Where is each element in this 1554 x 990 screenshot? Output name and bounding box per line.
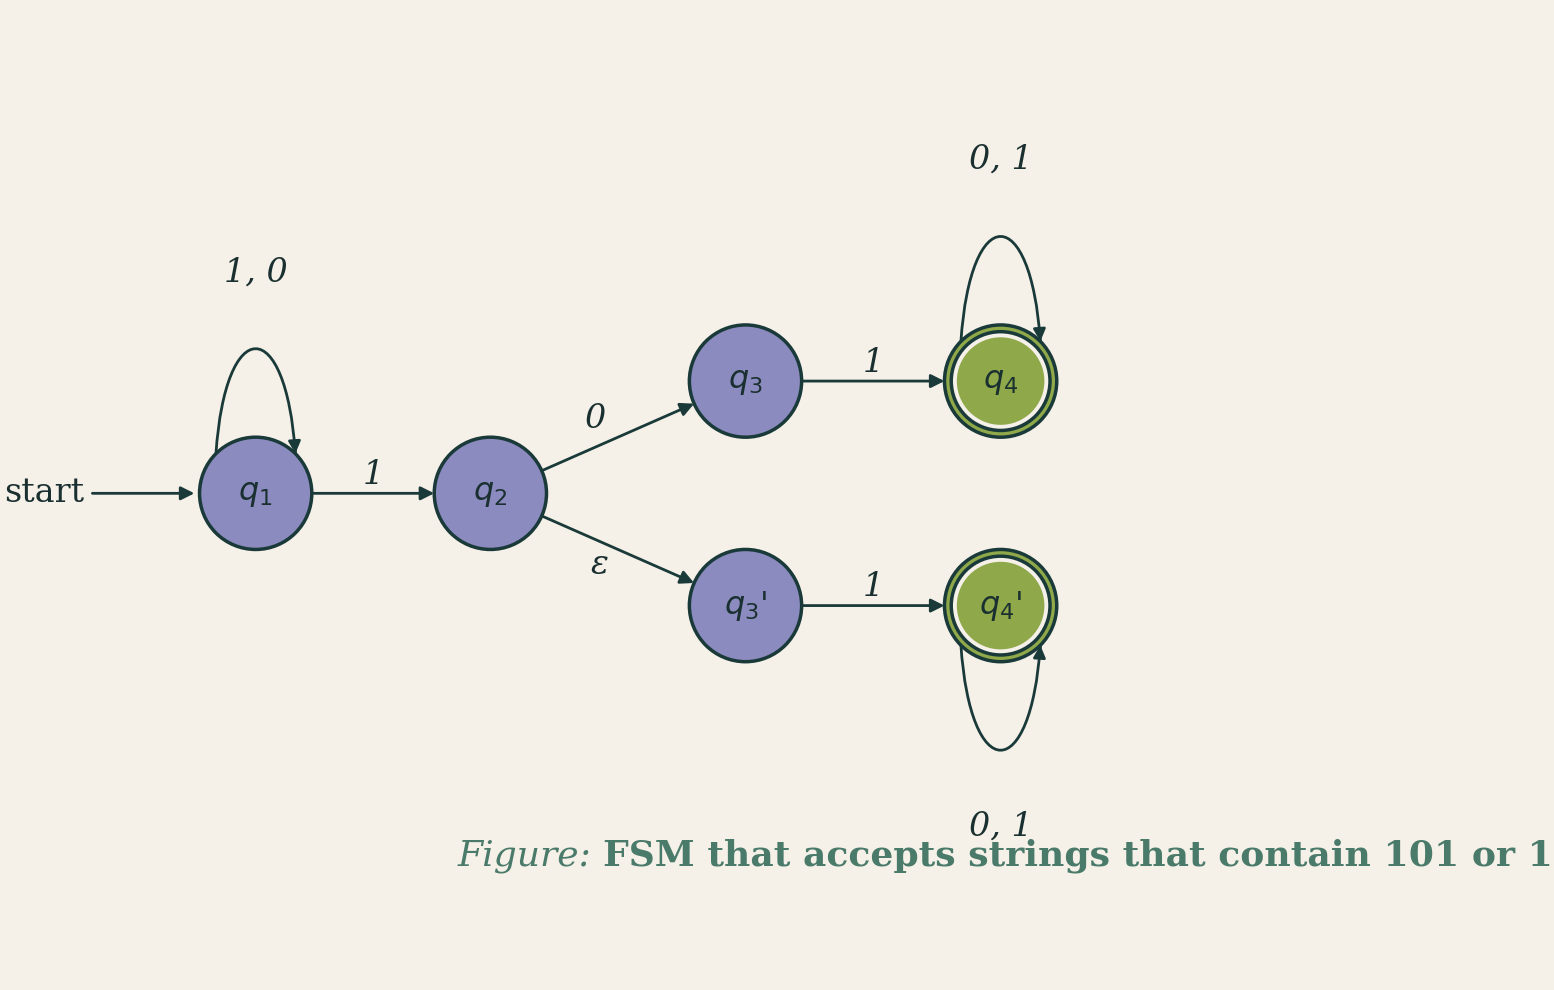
Text: start: start [5,477,84,509]
Text: $q_3$': $q_3$' [724,589,768,623]
Text: $q_4$: $q_4$ [984,365,1018,397]
Text: 1: 1 [862,346,884,379]
Circle shape [690,325,802,438]
Text: 0: 0 [584,403,606,435]
Text: $q_4$': $q_4$' [979,589,1023,623]
Text: Figure:: Figure: [457,839,603,872]
Text: 0, 1: 0, 1 [968,144,1032,176]
Text: 1: 1 [362,459,384,491]
Text: 1: 1 [862,571,884,603]
Circle shape [690,549,802,661]
Circle shape [957,338,1044,425]
Text: $q_3$: $q_3$ [729,365,763,397]
Text: $q_2$: $q_2$ [474,478,508,509]
Circle shape [199,438,312,549]
Text: ε: ε [591,548,609,581]
Text: 0, 1: 0, 1 [968,811,1032,842]
Circle shape [945,325,1057,438]
Text: $q_1$: $q_1$ [238,478,274,509]
Circle shape [957,561,1044,649]
Circle shape [945,549,1057,661]
Circle shape [434,438,547,549]
Circle shape [951,556,1051,655]
Circle shape [951,332,1051,431]
Text: FSM that accepts strings that contain 101 or 11: FSM that accepts strings that contain 10… [603,839,1554,873]
Text: 1, 0: 1, 0 [224,256,287,288]
